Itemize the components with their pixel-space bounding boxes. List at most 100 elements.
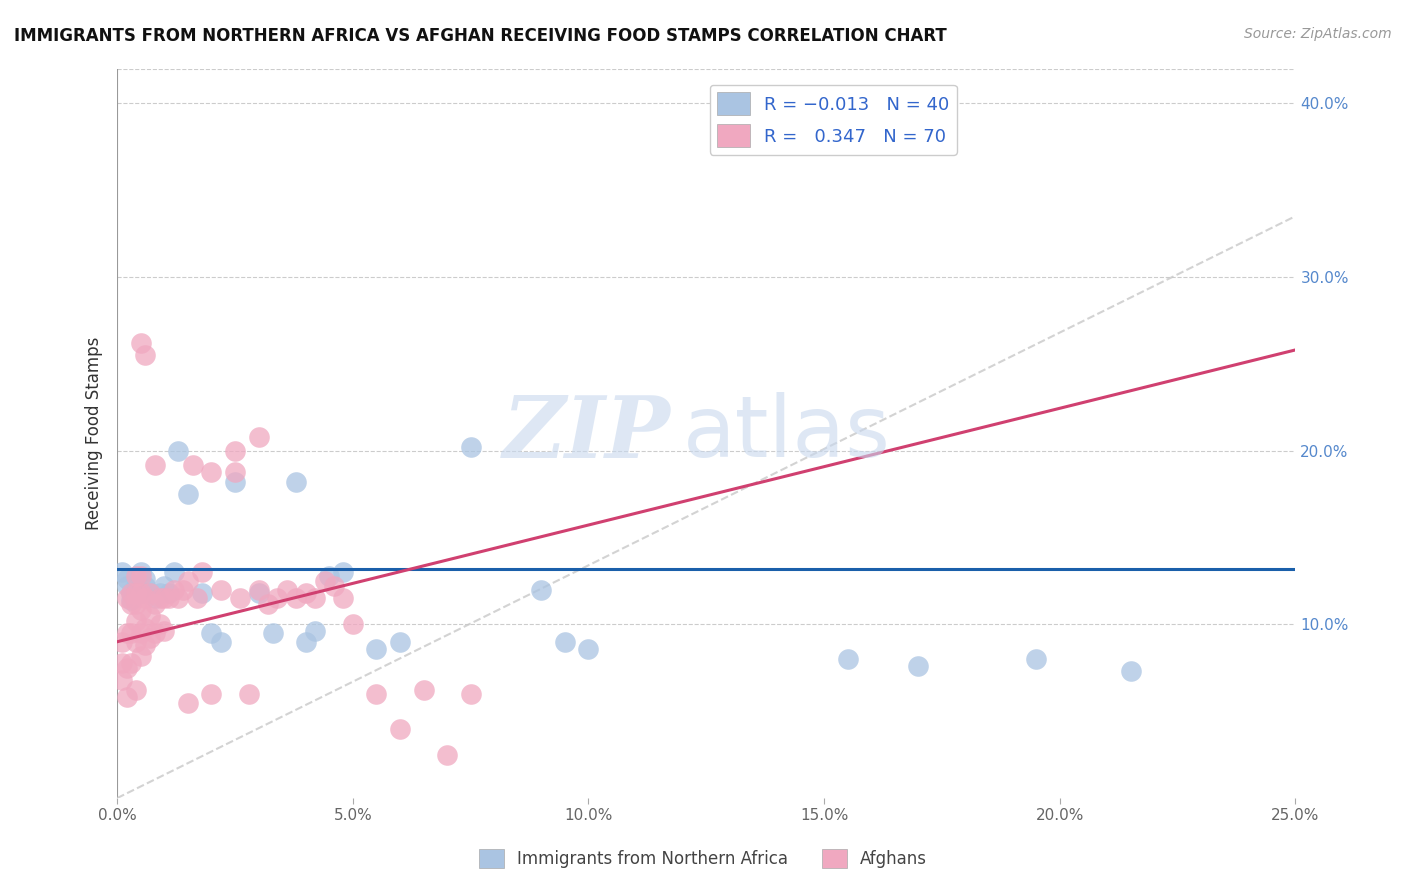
Point	[266, 591, 288, 606]
Point	[163, 582, 186, 597]
Point	[323, 579, 346, 593]
Point	[134, 591, 156, 606]
Point	[120, 597, 142, 611]
Text: atlas: atlas	[683, 392, 891, 475]
Point	[115, 572, 138, 586]
Point	[294, 634, 316, 648]
Point	[167, 591, 190, 606]
Point	[149, 586, 172, 600]
Point	[115, 579, 138, 593]
Point	[285, 591, 308, 606]
Point	[125, 614, 148, 628]
Point	[120, 626, 142, 640]
Point	[837, 652, 859, 666]
Point	[412, 683, 434, 698]
Point	[554, 634, 576, 648]
Point	[304, 591, 326, 606]
Point	[366, 687, 388, 701]
Point	[134, 621, 156, 635]
Point	[247, 430, 270, 444]
Point	[153, 624, 176, 639]
Point	[172, 582, 194, 597]
Point	[163, 566, 186, 580]
Point	[111, 673, 134, 687]
Point	[125, 568, 148, 582]
Point	[120, 586, 142, 600]
Point	[262, 626, 284, 640]
Point	[200, 687, 222, 701]
Point	[224, 443, 246, 458]
Point	[129, 566, 152, 580]
Point	[129, 603, 152, 617]
Point	[304, 624, 326, 639]
Point	[111, 566, 134, 580]
Point	[125, 597, 148, 611]
Point	[115, 661, 138, 675]
Point	[436, 747, 458, 762]
Point	[120, 586, 142, 600]
Point	[257, 597, 280, 611]
Text: IMMIGRANTS FROM NORTHERN AFRICA VS AFGHAN RECEIVING FOOD STAMPS CORRELATION CHAR: IMMIGRANTS FROM NORTHERN AFRICA VS AFGHA…	[14, 27, 946, 45]
Point	[139, 586, 162, 600]
Point	[139, 586, 162, 600]
Point	[285, 475, 308, 489]
Point	[460, 687, 482, 701]
Point	[177, 696, 200, 710]
Point	[120, 593, 142, 607]
Point	[388, 722, 411, 736]
Legend: Immigrants from Northern Africa, Afghans: Immigrants from Northern Africa, Afghans	[472, 842, 934, 875]
Point	[318, 568, 340, 582]
Point	[134, 579, 156, 593]
Point	[115, 690, 138, 705]
Legend: R = −0.013   N = 40, R =   0.347   N = 70: R = −0.013 N = 40, R = 0.347 N = 70	[710, 85, 956, 154]
Point	[366, 641, 388, 656]
Point	[129, 586, 152, 600]
Point	[200, 465, 222, 479]
Point	[186, 591, 208, 606]
Point	[115, 591, 138, 606]
Point	[143, 591, 166, 606]
Point	[332, 591, 354, 606]
Point	[125, 634, 148, 648]
Point	[125, 586, 148, 600]
Point	[125, 579, 148, 593]
Point	[115, 626, 138, 640]
Point	[157, 591, 180, 606]
Point	[209, 634, 232, 648]
Point	[134, 348, 156, 362]
Point	[129, 568, 152, 582]
Point	[153, 579, 176, 593]
Point	[460, 440, 482, 454]
Point	[134, 638, 156, 652]
Point	[111, 634, 134, 648]
Point	[134, 572, 156, 586]
Point	[200, 626, 222, 640]
Point	[120, 656, 142, 670]
Point	[224, 475, 246, 489]
Point	[294, 586, 316, 600]
Point	[1025, 652, 1047, 666]
Point	[167, 443, 190, 458]
Point	[181, 458, 204, 472]
Point	[247, 582, 270, 597]
Point	[530, 582, 553, 597]
Point	[177, 487, 200, 501]
Text: Source: ZipAtlas.com: Source: ZipAtlas.com	[1244, 27, 1392, 41]
Point	[139, 608, 162, 623]
Point	[111, 656, 134, 670]
Point	[209, 582, 232, 597]
Point	[143, 458, 166, 472]
Point	[191, 586, 214, 600]
Point	[276, 582, 298, 597]
Y-axis label: Receiving Food Stamps: Receiving Food Stamps	[86, 336, 103, 530]
Point	[143, 597, 166, 611]
Point	[191, 566, 214, 580]
Point	[1119, 665, 1142, 679]
Point	[578, 641, 600, 656]
Point	[229, 591, 252, 606]
Text: ZIP: ZIP	[503, 392, 671, 475]
Point	[143, 626, 166, 640]
Point	[139, 632, 162, 646]
Point	[907, 659, 929, 673]
Point	[157, 586, 180, 600]
